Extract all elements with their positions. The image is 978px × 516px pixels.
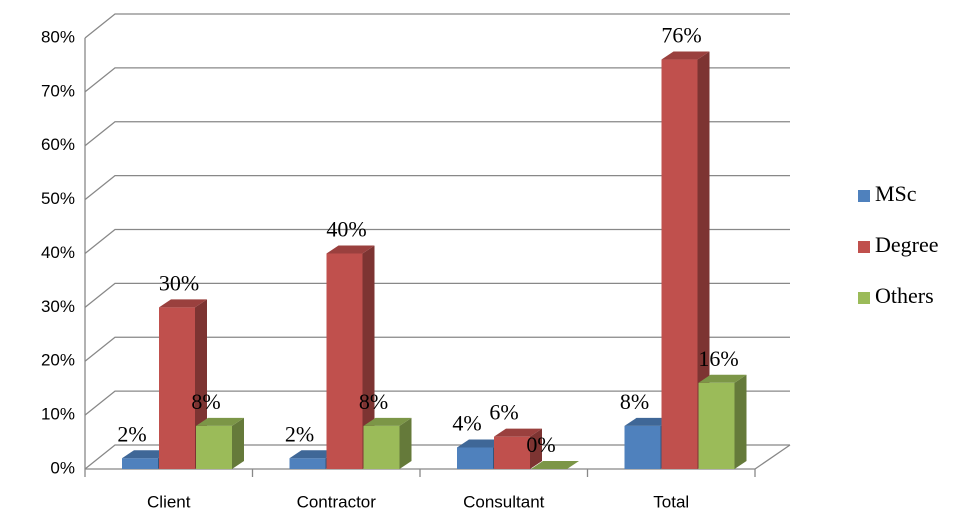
bar bbox=[494, 428, 542, 469]
grid-line bbox=[84, 121, 790, 147]
bar-front bbox=[661, 59, 698, 470]
bar bbox=[326, 245, 375, 469]
bar-top bbox=[122, 450, 170, 459]
bar-side bbox=[734, 374, 747, 469]
x-tick-label: Contractor bbox=[297, 492, 377, 511]
grid-line bbox=[84, 390, 790, 416]
y-tick-label: 0% bbox=[50, 458, 75, 477]
bar-front bbox=[457, 447, 493, 469]
bar-top bbox=[531, 461, 579, 469]
bar-top bbox=[326, 245, 375, 254]
grid-line bbox=[84, 282, 790, 308]
data-label: 8% bbox=[359, 389, 388, 414]
legend-label: MSc bbox=[875, 181, 917, 206]
data-label: 6% bbox=[489, 400, 518, 425]
bar bbox=[661, 51, 710, 470]
bar-front bbox=[122, 458, 158, 469]
bar-front bbox=[494, 436, 530, 469]
data-label: 0% bbox=[526, 432, 555, 457]
legend-swatch bbox=[858, 190, 870, 202]
bar-side bbox=[232, 417, 244, 469]
y-tick-label: 80% bbox=[41, 27, 75, 46]
bar bbox=[531, 461, 579, 469]
x-tick-label: Consultant bbox=[463, 492, 545, 511]
data-label: 4% bbox=[452, 410, 481, 435]
bar-front bbox=[624, 425, 661, 469]
grid-line bbox=[84, 67, 790, 93]
data-label: 76% bbox=[661, 23, 701, 48]
bar-front bbox=[196, 425, 232, 469]
bar-top bbox=[289, 450, 338, 459]
data-label: 2% bbox=[285, 421, 314, 446]
grid-line bbox=[84, 444, 790, 470]
bar-top bbox=[196, 417, 244, 426]
bar-side bbox=[362, 245, 375, 469]
y-tick-label: 40% bbox=[41, 243, 75, 262]
grid-line bbox=[84, 228, 790, 255]
bar-side bbox=[530, 428, 542, 469]
y-tick-label: 70% bbox=[41, 81, 75, 100]
grid-line bbox=[84, 13, 790, 39]
y-tick-label: 60% bbox=[41, 135, 75, 154]
y-tick-label: 50% bbox=[41, 189, 75, 208]
data-label: 40% bbox=[326, 217, 366, 242]
bar bbox=[698, 374, 747, 469]
bar-top bbox=[159, 299, 207, 308]
bar-front bbox=[159, 307, 195, 469]
bar-side bbox=[697, 51, 710, 470]
data-label: 30% bbox=[159, 270, 199, 295]
bar-front bbox=[326, 253, 363, 469]
bar-top bbox=[698, 374, 747, 383]
grid-line bbox=[84, 174, 790, 201]
legend-label: Others bbox=[875, 283, 934, 308]
y-tick-label: 20% bbox=[41, 351, 75, 370]
legend-label: Degree bbox=[875, 232, 939, 257]
bar bbox=[196, 417, 244, 469]
bar-top bbox=[661, 51, 710, 60]
bar-top bbox=[457, 439, 505, 448]
bar bbox=[363, 417, 412, 469]
legend-swatch bbox=[858, 292, 870, 304]
grid-line bbox=[84, 336, 790, 362]
data-label: 8% bbox=[620, 389, 649, 414]
bar-side bbox=[399, 417, 412, 469]
x-tick-label: Total bbox=[653, 492, 689, 511]
data-label: 8% bbox=[191, 389, 220, 414]
bar-front bbox=[698, 382, 735, 469]
bar-top bbox=[363, 417, 412, 426]
data-label: 16% bbox=[698, 346, 738, 371]
data-label: 2% bbox=[117, 421, 146, 446]
bar-top bbox=[494, 428, 542, 437]
legend-swatch bbox=[858, 241, 870, 253]
bar-front bbox=[363, 425, 400, 469]
y-tick-label: 10% bbox=[41, 405, 75, 424]
bar-top bbox=[624, 417, 673, 426]
x-tick-label: Client bbox=[147, 492, 191, 511]
bar-front bbox=[289, 458, 326, 469]
y-tick-label: 30% bbox=[41, 297, 75, 316]
